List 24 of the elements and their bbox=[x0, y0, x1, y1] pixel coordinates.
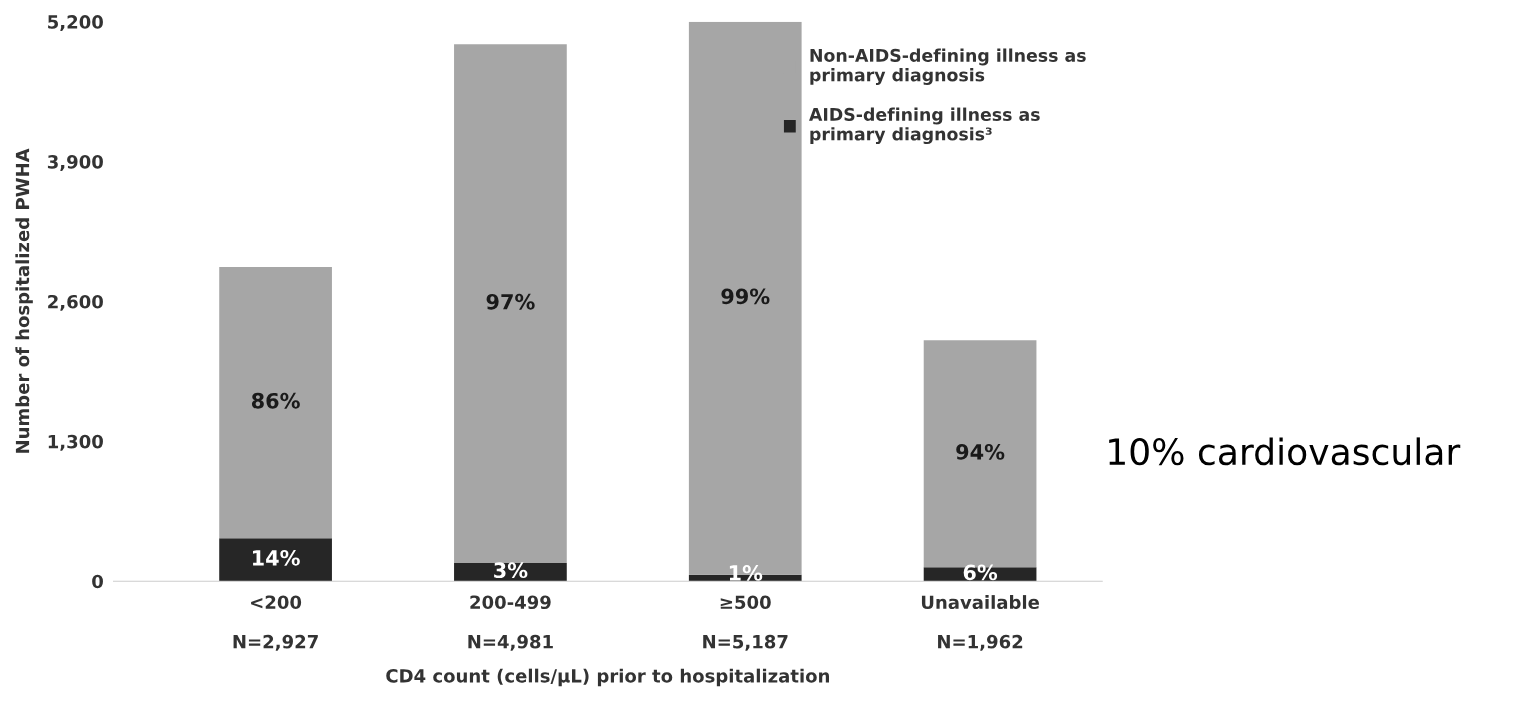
x-axis-title: CD4 count (cells/µL) prior to hospitalization bbox=[386, 668, 829, 687]
legend-label: AIDS-defining illness as primary diagnosis³ bbox=[809, 107, 1040, 145]
y-tick-label: 2,600 bbox=[48, 294, 103, 311]
category-label: 200-499 N=4,981 bbox=[468, 595, 553, 651]
bar bbox=[219, 538, 332, 582]
annotation: 94% bbox=[956, 443, 1005, 460]
annotation: 14% bbox=[253, 549, 300, 566]
y-tick-label: 0 bbox=[92, 574, 103, 589]
y-tick-label: 5,200 bbox=[48, 15, 103, 32]
category-label: ≥500 N=5,187 bbox=[703, 595, 788, 651]
category-label: <200 N=2,927 bbox=[233, 595, 318, 651]
annotation: 3% bbox=[494, 562, 528, 579]
y-tick-label: 3,900 bbox=[47, 155, 103, 171]
annotation: 86% bbox=[251, 392, 300, 409]
bar bbox=[219, 267, 332, 539]
series-label: Non-AIDS-defining illness as primary diagnosis bbox=[810, 48, 1086, 85]
annotation: 6% bbox=[963, 564, 998, 581]
bar bbox=[454, 44, 567, 563]
annotation: 99% bbox=[721, 288, 770, 305]
category-label: Unavailable N=1,962 bbox=[921, 595, 1039, 651]
y-axis-title: Number of hospitalized PWHA bbox=[15, 148, 33, 453]
y-tick-label: 1,300 bbox=[48, 434, 103, 451]
text: 10% cardiovascular bbox=[1109, 437, 1461, 466]
annotation: 97% bbox=[486, 293, 535, 310]
